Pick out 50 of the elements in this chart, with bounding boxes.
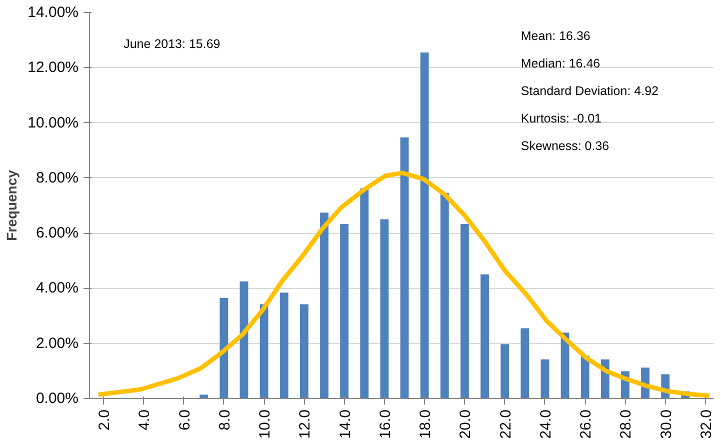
x-tick-label: 24.0 — [537, 409, 554, 439]
bar — [260, 304, 268, 398]
annotation: June 2013: 15.69 — [124, 37, 220, 52]
bar — [480, 274, 489, 398]
x-tick-label: 26.0 — [578, 409, 595, 439]
y-tick-label: 12.00% — [28, 59, 78, 76]
x-tick-label: 22.0 — [497, 409, 514, 439]
y-tick-label: 8.00% — [36, 169, 79, 186]
annotation: Standard Deviation: 4.92 — [520, 84, 659, 98]
bar — [340, 224, 349, 398]
bar — [460, 224, 469, 398]
x-tick-label: 20.0 — [457, 409, 474, 439]
bar — [400, 137, 409, 398]
y-tick-label: 10.00% — [28, 114, 78, 132]
x-tick-label: 14.0 — [336, 409, 354, 439]
bar — [580, 356, 590, 398]
y-tick-label: 14.00% — [28, 4, 78, 21]
y-tick-label: 0.00% — [36, 390, 79, 407]
annotation: Skewness: 0.36 — [520, 139, 610, 154]
x-tick-label: 30.0 — [658, 409, 675, 439]
annotation: Median: 16.46 — [520, 56, 600, 70]
bar — [420, 52, 429, 398]
x-tick-label: 16.0 — [376, 409, 394, 439]
bar — [540, 359, 550, 398]
bar — [360, 188, 369, 398]
line-series — [96, 170, 712, 398]
y-axis-title: Frequency — [4, 170, 20, 241]
x-tick-label: 28.0 — [618, 409, 635, 439]
bar — [220, 298, 228, 398]
x-tick-label: 4.0 — [136, 409, 154, 430]
bar — [500, 344, 510, 398]
x-tick-label: 32.0 — [698, 409, 715, 439]
y-tick-label: 2.00% — [36, 334, 79, 352]
bar — [380, 219, 389, 398]
y-tick-label: 4.00% — [36, 280, 79, 297]
bar — [320, 212, 328, 398]
x-tick-label: 12.0 — [296, 409, 314, 439]
x-tick-label: 10.0 — [256, 409, 274, 439]
bar — [200, 394, 208, 398]
x-tick-label: 2.0 — [96, 409, 114, 430]
y-tick-label: 6.00% — [36, 224, 79, 242]
x-tick-label: 6.0 — [176, 409, 194, 430]
annotation: Kurtosis: -0.01 — [520, 112, 602, 126]
bar — [280, 292, 288, 398]
bar — [440, 192, 449, 398]
annotation: Mean: 16.36 — [520, 28, 590, 43]
bar — [300, 304, 308, 398]
x-tick-label: 8.0 — [216, 409, 234, 430]
x-tick-label: 18.0 — [417, 409, 434, 439]
bar — [520, 328, 530, 398]
